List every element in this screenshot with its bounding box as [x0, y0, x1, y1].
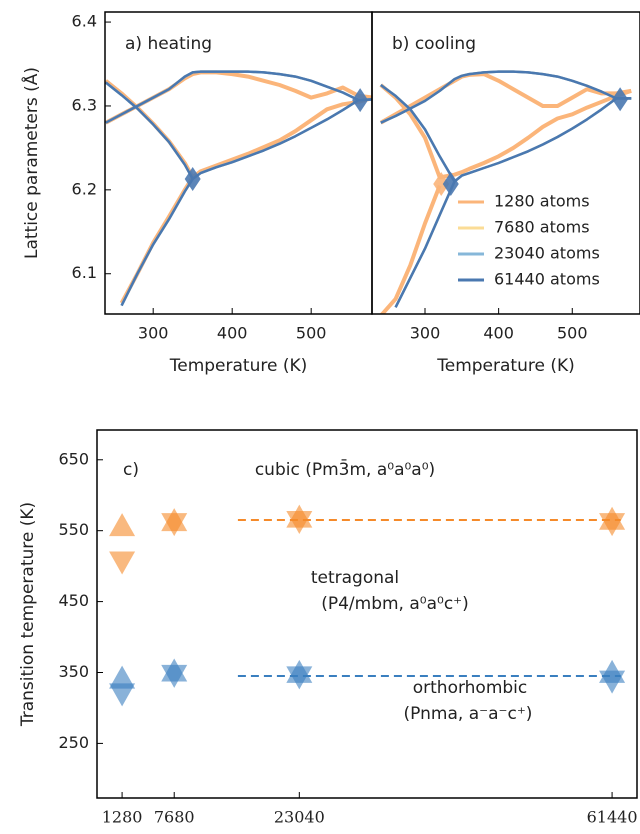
y-tick-label: 550	[58, 520, 89, 539]
lattice-line	[120, 178, 194, 307]
phase-label: tetragonal	[311, 568, 399, 588]
frame	[96, 429, 638, 799]
x-tick-label: 300	[410, 324, 441, 343]
y-tick-label: 6.3	[72, 95, 97, 114]
legend-label: 61440 atoms	[494, 270, 600, 289]
transition-point	[161, 513, 188, 537]
y-tick-label: 6.2	[72, 179, 97, 198]
phase-label: (Pnma, a⁻a⁻c⁺)	[404, 704, 533, 724]
lattice-line	[394, 180, 456, 308]
transition-point	[599, 670, 626, 694]
phase-label: cubic (Pm3̄m, a⁰a⁰a⁰)	[255, 458, 435, 480]
lattice-line	[105, 81, 372, 181]
plot-area	[109, 504, 626, 707]
transition-point	[161, 664, 188, 688]
x-tick-label: 1280	[102, 808, 143, 827]
lattice-line	[379, 72, 632, 125]
x-tick-label: 23040	[274, 808, 325, 827]
legend-label: 7680 atoms	[494, 218, 590, 237]
lattice-line	[105, 81, 372, 181]
x-tick-label: 300	[138, 324, 169, 343]
y-tick-label: 650	[58, 449, 89, 468]
lattice-line	[105, 70, 372, 124]
y-tick-label: 6.1	[72, 263, 97, 282]
x-tick-label: 400	[217, 324, 248, 343]
y-tick-label: 6.4	[72, 12, 97, 31]
transition-marker	[433, 171, 450, 196]
frame	[104, 11, 373, 315]
transition-point	[109, 665, 136, 689]
transition-point	[109, 551, 136, 575]
frame	[371, 11, 640, 315]
legend-label: 1280 atoms	[494, 192, 590, 211]
x-axis-label: Temperature (K)	[436, 356, 575, 376]
x-tick-label: 500	[557, 324, 588, 343]
x-tick-label: 61440	[587, 808, 638, 827]
transition-marker	[612, 87, 629, 112]
transition-marker	[352, 88, 369, 113]
transition-point	[599, 513, 626, 537]
y-tick-label: 250	[58, 733, 89, 752]
x-tick-label: 400	[483, 324, 514, 343]
phase-label: (P4/mbm, a⁰a⁰c⁺)	[321, 594, 469, 614]
y-tick-label: 350	[58, 662, 89, 681]
transition-point	[109, 513, 136, 537]
transition-point	[286, 511, 313, 535]
legend-label: 23040 atoms	[494, 244, 600, 263]
y-axis-label: Transition temperature (K)	[18, 502, 38, 727]
plot-area	[105, 70, 372, 307]
phase-label: orthorhombic	[413, 678, 528, 698]
x-tick-label: 7680	[154, 808, 195, 827]
y-axis-label: Lattice parameters (Å)	[20, 67, 42, 259]
panel-label: a) heating	[125, 34, 212, 54]
y-tick-label: 450	[58, 591, 89, 610]
panel-label: c)	[123, 460, 139, 480]
lattice-line	[379, 83, 632, 180]
lattice-line	[105, 79, 372, 180]
transition-marker	[442, 171, 459, 196]
transition-point	[109, 683, 136, 707]
x-tick-label: 500	[296, 324, 327, 343]
plot-area	[379, 70, 632, 314]
transition-point	[286, 666, 313, 690]
lattice-line	[380, 70, 632, 124]
x-axis-label: Temperature (K)	[169, 356, 308, 376]
panel-label: b) cooling	[392, 34, 476, 54]
transition-marker	[184, 166, 201, 191]
lattice-line	[105, 81, 372, 181]
lattice-line	[380, 83, 632, 183]
lattice-line	[379, 184, 442, 314]
